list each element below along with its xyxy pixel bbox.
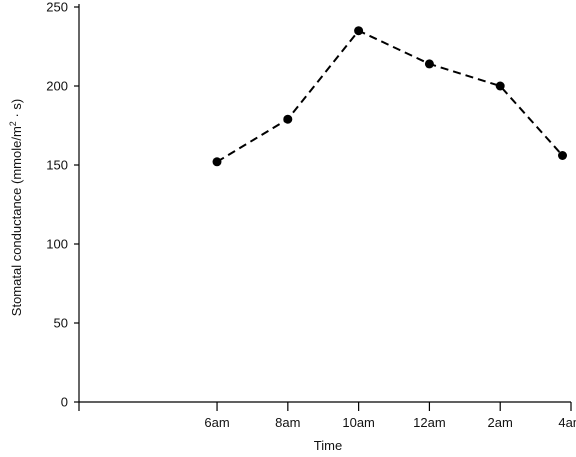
y-tick-label: 200 [46,79,68,94]
x-tick-label: 6am [204,415,229,430]
x-tick-label: 4am [558,415,576,430]
data-point [558,151,567,160]
y-ticks: 0 50 100 150 200 250 [46,0,79,410]
y-axis-title-superscript: 2 [8,121,18,126]
y-tick-label: 100 [46,237,68,252]
x-ticks: 6am 8am 10am 12am 2am 4am [78,402,576,430]
data-point [354,26,364,36]
y-tick-label: 150 [46,158,68,173]
data-points [212,26,567,167]
data-point [283,114,293,124]
x-axis-title: Time [314,438,342,453]
y-tick-label: 50 [54,316,68,331]
data-point [495,81,505,91]
data-point [424,59,434,69]
x-tick-label: 2am [488,415,513,430]
series-line [216,29,564,163]
x-tick-label: 8am [275,415,300,430]
y-tick-label: 0 [61,395,68,410]
y-axis: 0 50 100 150 200 250 [46,0,80,410]
data-point [212,157,222,167]
x-tick-label: 10am [342,415,375,430]
y-axis-title-tail: · s) [9,99,24,121]
y-axis-title: Stomatal conductance (mmole/m2 · s) [8,99,24,316]
x-axis: 6am 8am 10am 12am 2am 4am [78,401,576,430]
y-axis-title-main: Stomatal conductance (mmole/m [9,126,24,316]
y-tick-label: 250 [46,0,68,15]
x-tick-label: 12am [413,415,446,430]
